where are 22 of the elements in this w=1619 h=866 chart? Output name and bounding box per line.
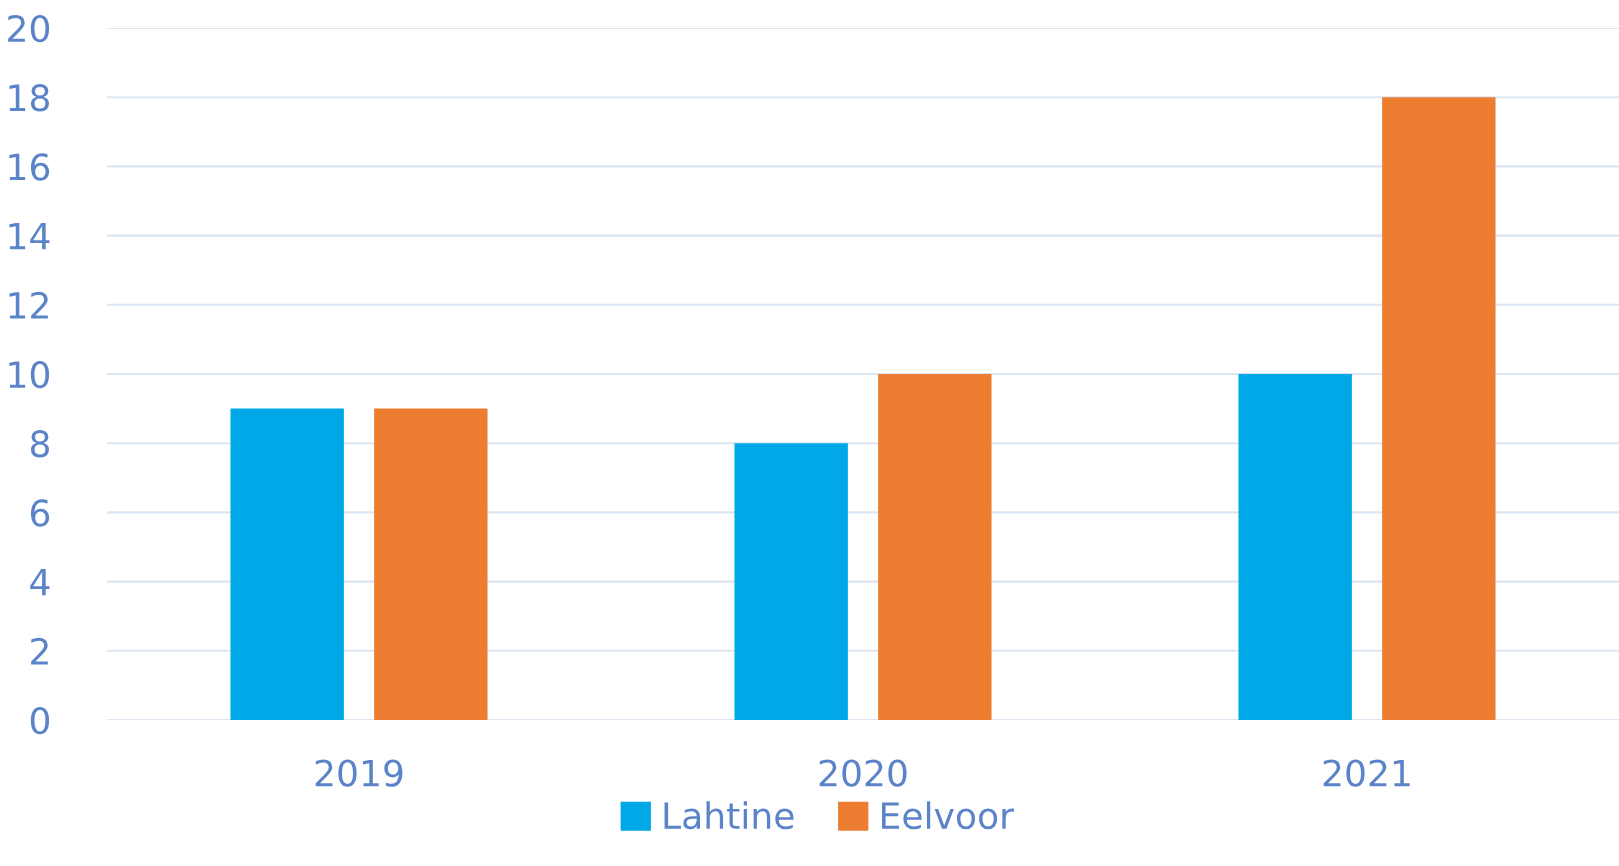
y-tick-label: 14 bbox=[9, 222, 50, 250]
y-tick-label: 18 bbox=[9, 84, 49, 112]
bar bbox=[1382, 97, 1496, 720]
bar bbox=[1238, 374, 1352, 720]
y-tick-label: 12 bbox=[9, 291, 48, 319]
y-tick-label: 2 bbox=[31, 637, 48, 665]
y-tick-label: 8 bbox=[30, 430, 49, 458]
bar bbox=[230, 408, 344, 720]
y-tick-label: 6 bbox=[30, 499, 50, 527]
y-tick-label: 20 bbox=[8, 14, 50, 43]
bar bbox=[878, 374, 992, 720]
y-tick-label: 10 bbox=[9, 360, 50, 389]
legend-label: Eelvoor bbox=[882, 801, 1014, 830]
bar bbox=[734, 443, 848, 720]
x-tick-label: 2019 bbox=[315, 759, 403, 787]
bar bbox=[374, 408, 488, 720]
y-tick-label: 4 bbox=[30, 568, 50, 596]
y-tick-label: 16 bbox=[9, 153, 50, 181]
x-tick-label: 2020 bbox=[819, 759, 907, 787]
y-tick-label: 0 bbox=[30, 706, 50, 735]
x-tick-label: 2021 bbox=[1323, 759, 1410, 787]
legend-label: Lahtine bbox=[664, 801, 794, 830]
